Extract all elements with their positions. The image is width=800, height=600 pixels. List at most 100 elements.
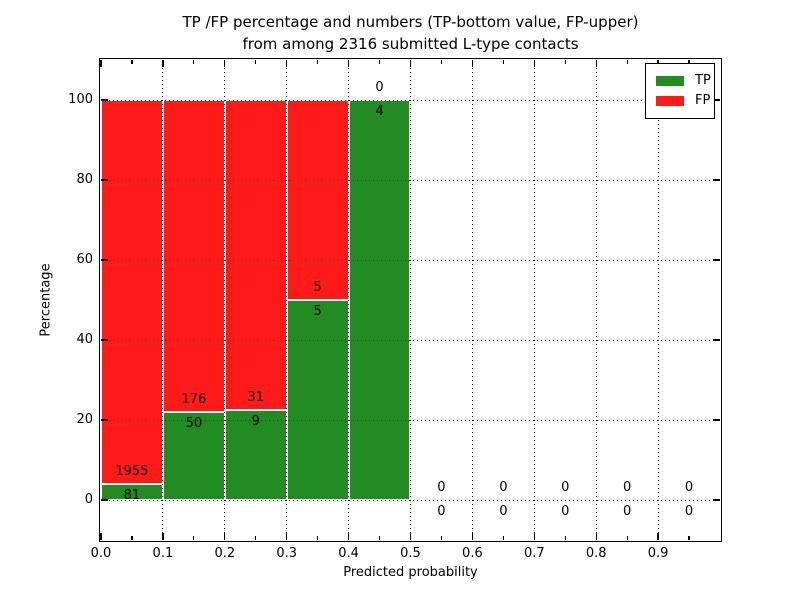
x-gridline [657, 60, 659, 540]
x-tick-minor [255, 60, 257, 64]
y-tick-label: 60 [76, 252, 93, 267]
x-tick-major [224, 533, 226, 540]
x-tick-minor [440, 60, 443, 64]
x-tick-minor [626, 60, 628, 64]
y-tick-label: 20 [76, 412, 93, 427]
x-tick-major [347, 533, 350, 540]
fp-bar-segment [162, 100, 225, 412]
tp-count-label: 0 [437, 504, 446, 519]
x-axis-label: Predicted probability [343, 565, 478, 580]
fp-count-label: 0 [437, 480, 446, 495]
chart-title: TP /FP percentage and numbers (TP-bottom… [101, 11, 720, 55]
tp-count-label: 81 [123, 488, 141, 504]
tp-bar-segment [224, 410, 287, 500]
x-tick-label: 0.1 [152, 546, 174, 561]
x-tick-major [533, 60, 535, 67]
y-axis-label: Percentage [38, 263, 54, 337]
tp-bar-segment [286, 300, 349, 500]
y-tick-major [713, 339, 720, 341]
legend-label: TP [695, 73, 711, 88]
fp-bar-segment [286, 100, 349, 300]
x-tick-minor [502, 60, 504, 64]
fp-count-label: 0 [375, 80, 384, 95]
x-tick-major [286, 60, 288, 67]
x-gridline [224, 60, 226, 540]
x-gridline [286, 60, 288, 540]
x-tick-label: 0.8 [585, 546, 607, 561]
x-tick-major [224, 60, 226, 67]
x-tick-major [409, 60, 412, 67]
legend-item-fp: FP [656, 91, 714, 111]
x-tick-major [595, 60, 597, 67]
y-tick-major [101, 99, 108, 101]
tp-count-label: 50 [185, 415, 203, 431]
x-tick-label: 0.5 [400, 546, 421, 561]
x-tick-major [533, 533, 535, 540]
x-gridline [595, 60, 597, 540]
x-tick-minor [378, 60, 381, 64]
x-tick-major [347, 60, 350, 67]
fp-bar-segment [101, 100, 163, 485]
x-tick-major [162, 60, 164, 67]
legend-patch-tp [656, 76, 684, 86]
x-tick-minor [440, 536, 443, 540]
fp-count-label: 0 [684, 480, 694, 495]
x-tick-minor [193, 536, 195, 540]
x-tick-major [657, 533, 659, 540]
x-tick-minor [564, 536, 566, 540]
x-gridline [162, 60, 164, 540]
x-tick-label: 0.3 [276, 546, 298, 561]
y-tick-label: 40 [76, 332, 93, 347]
x-tick-minor [255, 536, 257, 540]
x-tick-label: 0.2 [214, 546, 236, 561]
legend-patch-fp [656, 96, 684, 106]
x-tick-minor [564, 60, 566, 64]
tp-bar-segment [348, 100, 411, 500]
x-tick-major [100, 60, 102, 67]
x-tick-major [595, 533, 597, 540]
legend-label: FP [695, 93, 711, 108]
tp-count-label: 5 [313, 304, 322, 319]
tp-count-label: 0 [561, 504, 570, 519]
y-tick-major [713, 499, 720, 501]
tp-count-label: 9 [251, 414, 260, 429]
chart-title-line1: TP /FP percentage and numbers (TP-bottom… [182, 13, 639, 31]
x-tick-minor [688, 536, 690, 540]
x-tick-minor [317, 536, 319, 540]
fp-count-label: 1955 [115, 464, 149, 480]
x-tick-minor [193, 60, 195, 64]
fp-count-label: 0 [623, 480, 632, 495]
y-tick-major [101, 179, 108, 181]
x-tick-major [471, 60, 474, 67]
x-gridline [533, 60, 535, 540]
x-tick-minor [626, 536, 628, 540]
fp-count-label: 0 [561, 480, 570, 495]
x-tick-major [409, 533, 412, 540]
y-tick-major [713, 419, 720, 421]
tp-bar-segment [162, 411, 225, 500]
x-tick-label: 0.9 [647, 546, 669, 561]
x-gridline [348, 60, 350, 540]
x-tick-minor [688, 60, 690, 64]
x-tick-label: 0.6 [462, 546, 483, 561]
x-tick-minor [131, 60, 133, 64]
y-tick-major [101, 259, 108, 261]
x-tick-minor [378, 536, 381, 540]
y-tick-major [713, 99, 720, 101]
y-tick-major [101, 339, 108, 341]
tp-count-label: 4 [375, 104, 384, 119]
legend-item-tp: TP [656, 71, 714, 91]
tp-count-label: 0 [684, 504, 694, 519]
x-tick-major [471, 533, 474, 540]
fp-count-label: 5 [313, 280, 322, 295]
x-tick-minor [131, 536, 133, 540]
x-tick-minor [317, 60, 319, 64]
y-tick-major [713, 259, 720, 261]
x-tick-major [162, 533, 164, 540]
x-tick-label: 0.7 [523, 546, 545, 561]
y-tick-label: 0 [84, 492, 93, 507]
x-tick-minor [502, 536, 504, 540]
fp-count-label: 31 [247, 390, 265, 405]
x-tick-label: 0.4 [338, 546, 359, 561]
